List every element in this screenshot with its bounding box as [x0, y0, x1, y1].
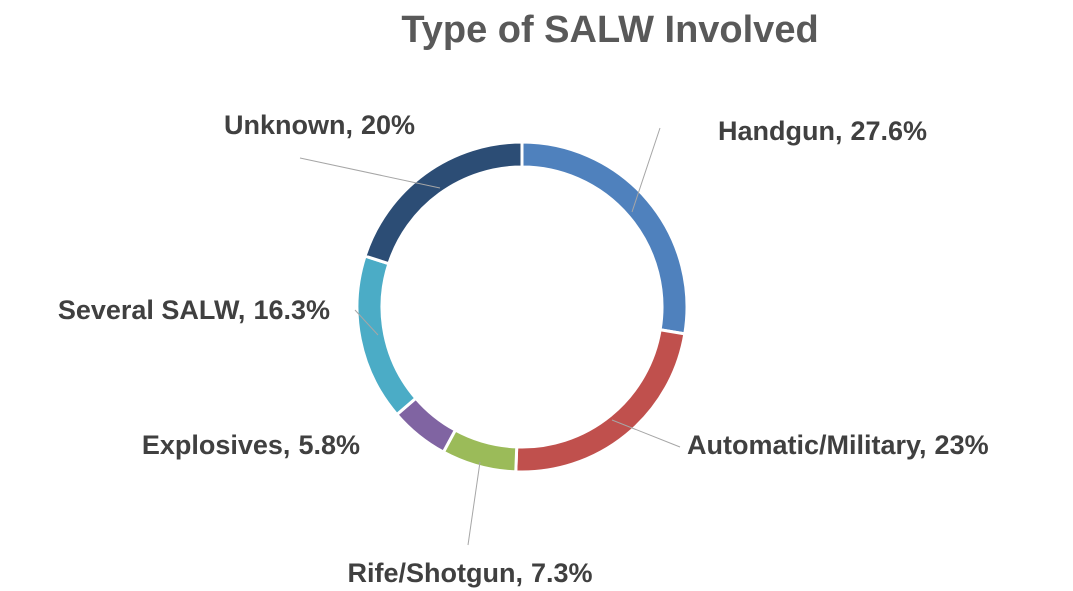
value-label: 27.6% — [850, 116, 927, 146]
category-name: Automatic/Military, — [687, 430, 927, 460]
donut-segment — [441, 428, 519, 474]
donut-segment — [355, 254, 418, 417]
category-name: Several SALW, — [58, 295, 246, 325]
value-label: 7.3% — [531, 558, 593, 588]
leader-line — [611, 419, 681, 448]
chart-title: Type of SALW Involved — [401, 9, 818, 51]
value-label: 5.8% — [298, 430, 360, 460]
donut-segment — [363, 140, 524, 266]
value-label: 20% — [361, 110, 415, 140]
leader-line — [467, 461, 481, 546]
data-label: Several SALW, 16.3% — [58, 295, 330, 325]
donut-segment — [514, 328, 687, 474]
data-label: Automatic/Military, 23% — [687, 430, 989, 460]
leader-line — [299, 157, 441, 189]
leader-line — [354, 309, 379, 336]
data-label: Handgun, 27.6% — [718, 116, 927, 146]
data-label: Rife/Shotgun, 7.3% — [347, 558, 592, 588]
donut-segment — [520, 140, 689, 336]
value-label: 23% — [935, 430, 989, 460]
category-name: Unknown, — [224, 110, 353, 140]
category-name: Explosives, — [142, 430, 291, 460]
category-name: Rife/Shotgun, — [347, 558, 522, 588]
data-label: Unknown, 20% — [224, 110, 415, 140]
value-label: 16.3% — [253, 295, 330, 325]
data-label: Explosives, 5.8% — [142, 430, 360, 460]
leader-line — [631, 127, 661, 213]
category-name: Handgun, — [718, 116, 842, 146]
